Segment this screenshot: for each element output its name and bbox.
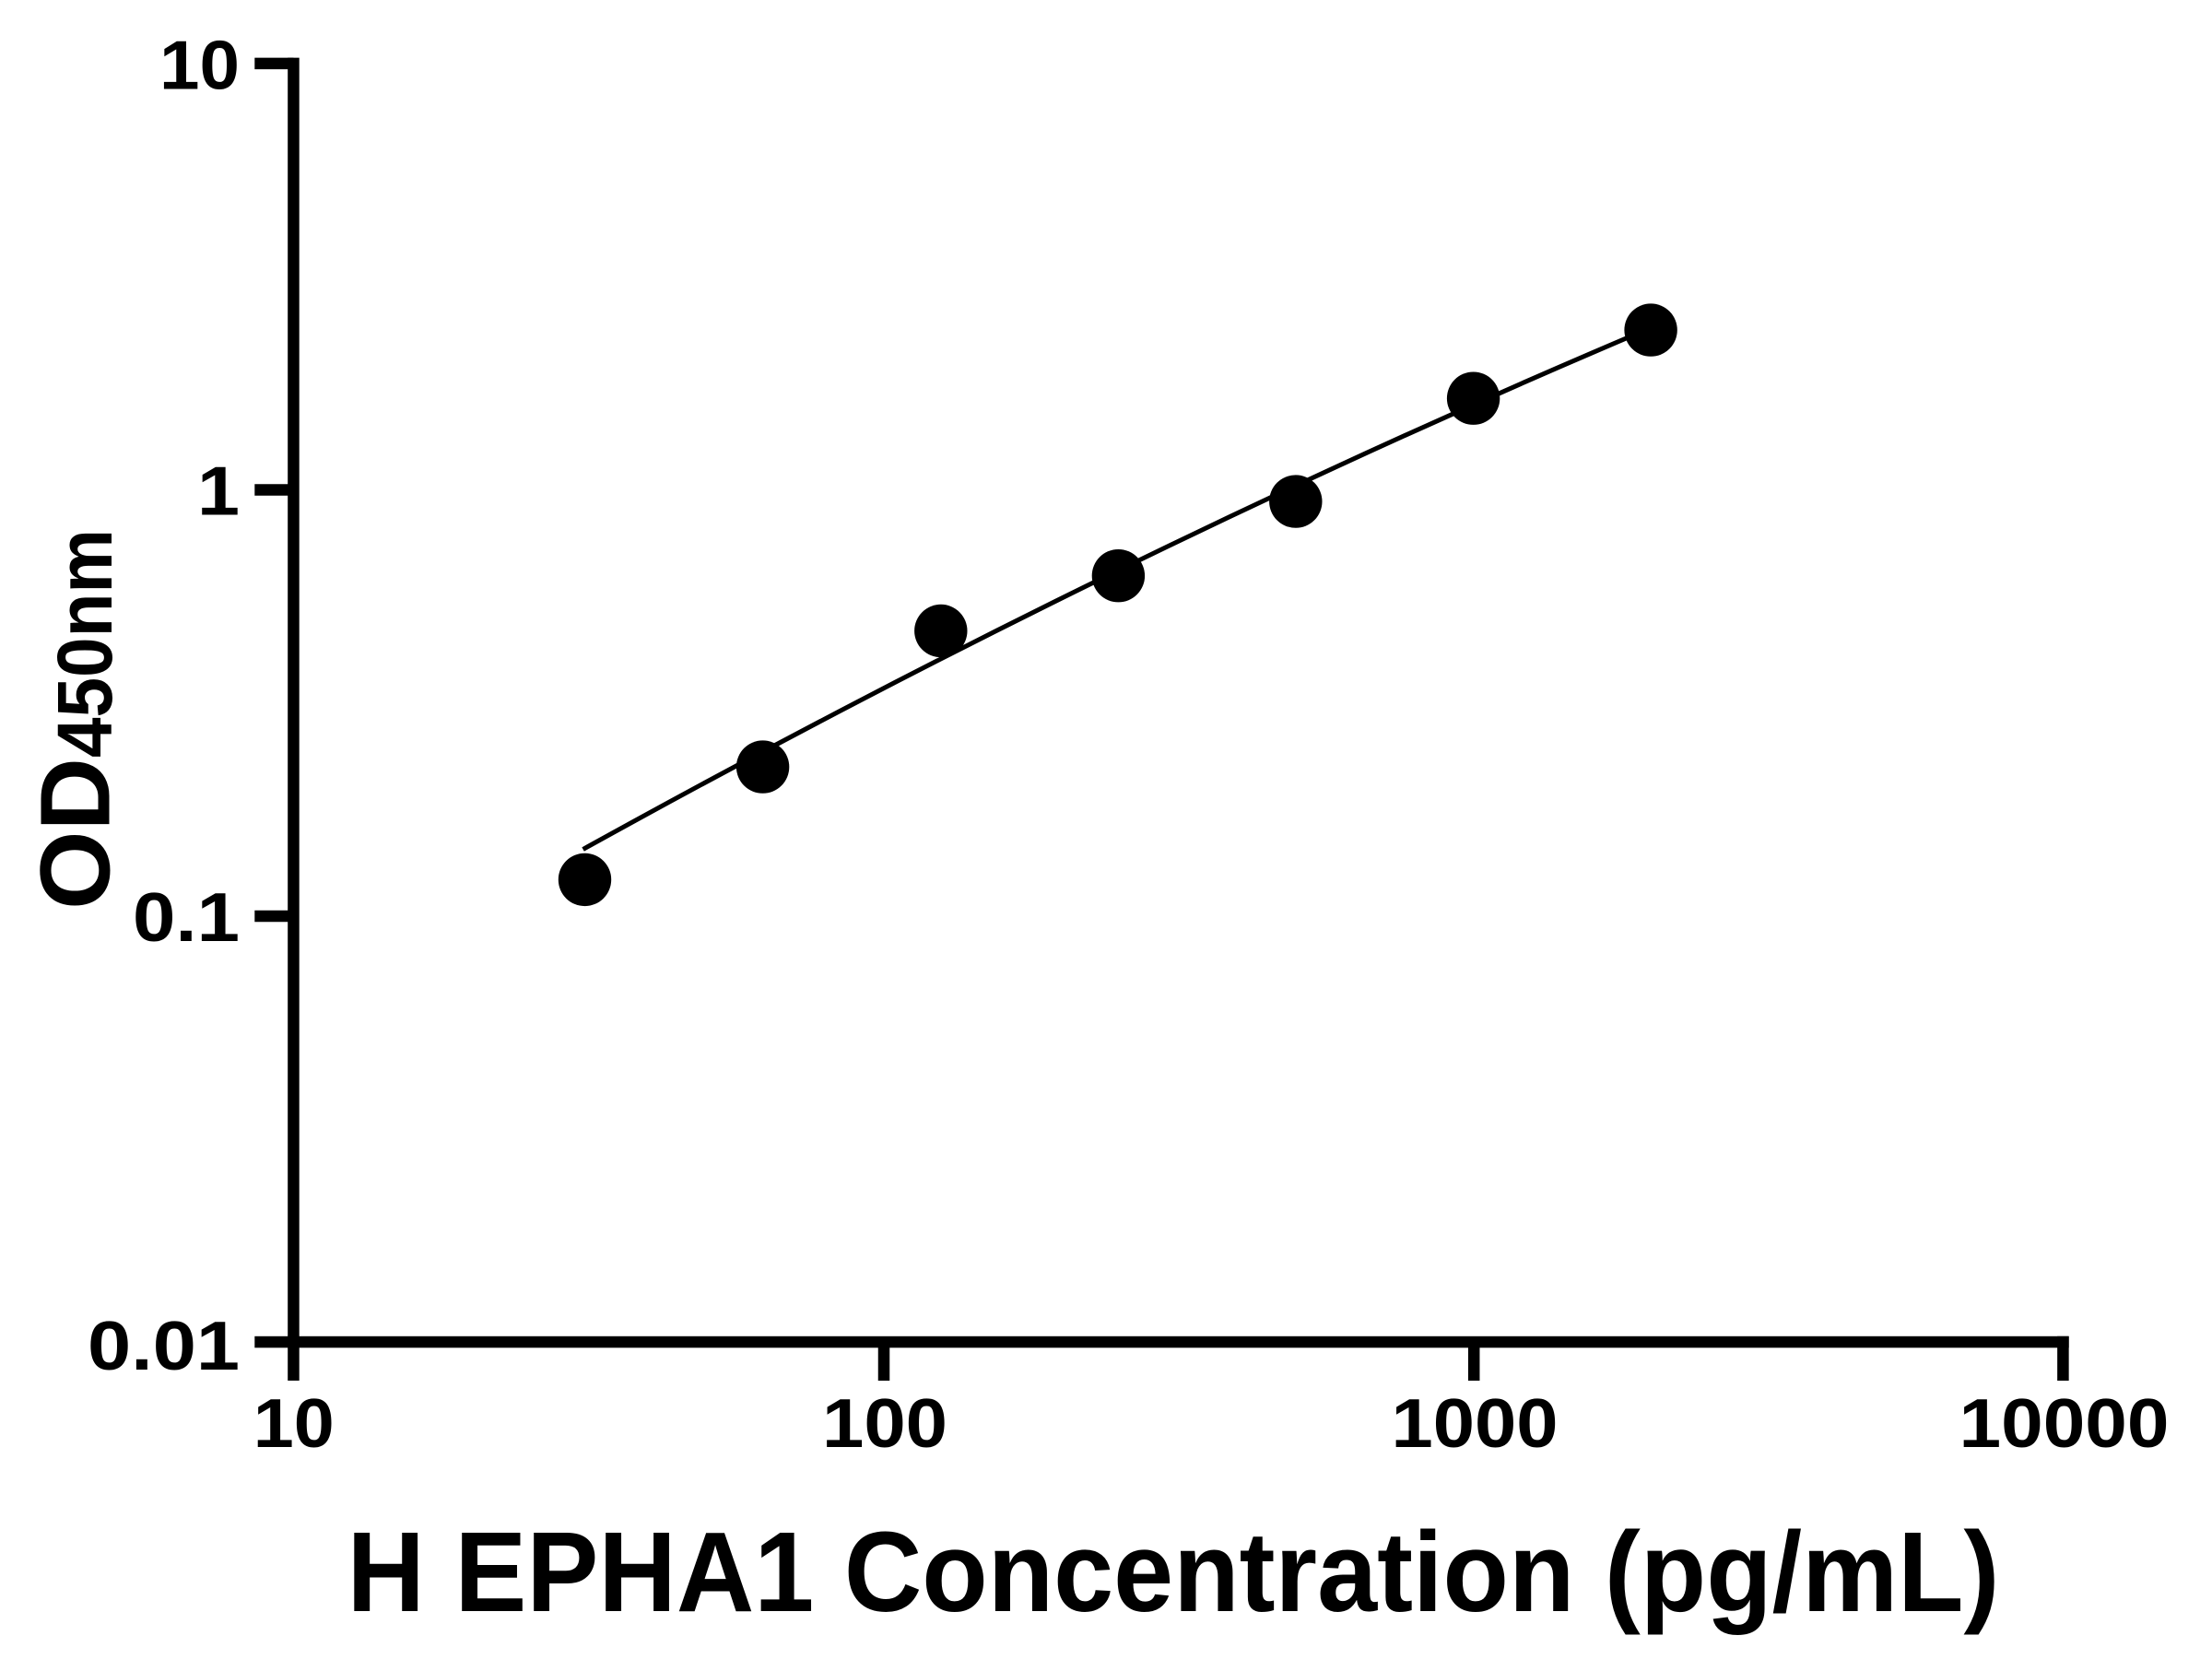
svg-text:10: 10 [253,1384,335,1462]
svg-text:10: 10 [159,26,240,103]
svg-text:100: 100 [822,1384,947,1462]
svg-text:1000: 1000 [1392,1384,1559,1462]
svg-text:1: 1 [197,453,240,530]
svg-text:10000: 10000 [1959,1384,2170,1462]
svg-text:0.1: 0.1 [133,878,240,956]
svg-text:OD: OD [19,758,131,910]
svg-text:H EPHA1 Concentration (pg/mL): H EPHA1 Concentration (pg/mL) [347,1510,2000,1636]
svg-text:0.01: 0.01 [88,1307,240,1384]
svg-text:450nm: 450nm [41,529,128,758]
